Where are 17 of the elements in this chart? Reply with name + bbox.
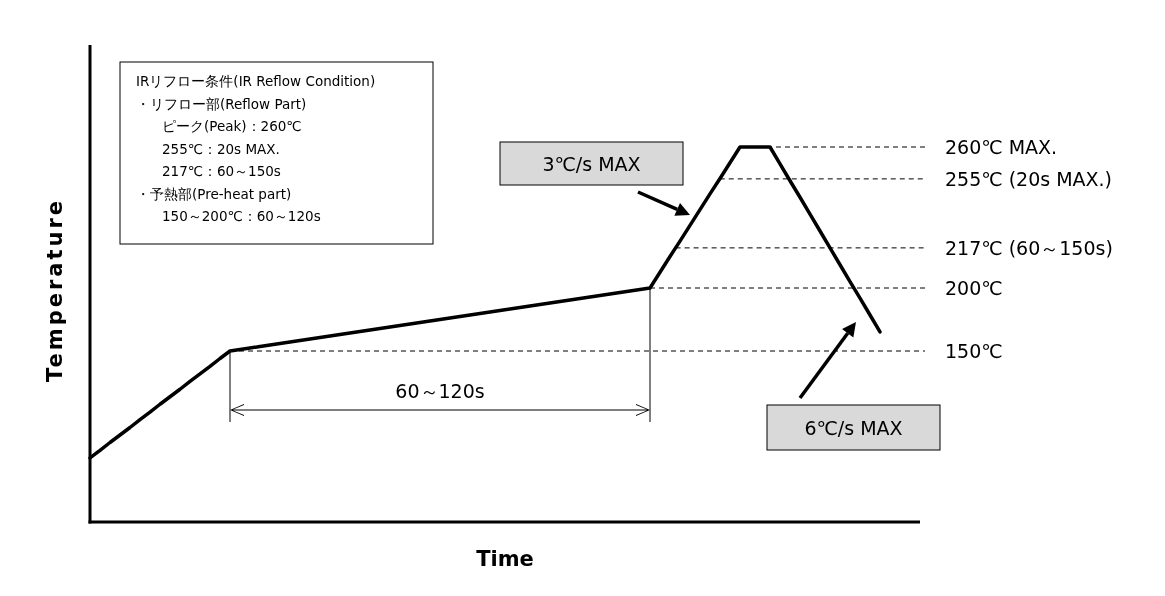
- x-axis-title: Time: [476, 547, 534, 571]
- text: IRリフロー条件(IR Reflow Condition): [136, 73, 376, 89]
- text: ピーク(Peak)：260℃: [162, 118, 302, 134]
- annotation: 150～200℃：60～120s: [162, 208, 321, 224]
- annotation: ・予熱部(Pre-heat part): [136, 185, 292, 202]
- ref-line-label: 255℃ (20s MAX.): [945, 167, 1113, 190]
- annotation: 255℃：20s MAX.: [162, 140, 280, 157]
- y-axis-title: Temperature: [43, 197, 67, 383]
- annotation: 6℃/s MAX: [804, 416, 903, 439]
- ref-line-label: 200℃: [945, 277, 1003, 299]
- annotation: 3℃/s MAX: [542, 152, 641, 175]
- ref-line-label: 150℃: [945, 340, 1003, 362]
- annotation: 217℃：60～150s: [162, 163, 281, 179]
- ref-line-label: 260℃ MAX.: [945, 136, 1058, 158]
- annotation: 60～120s: [395, 380, 485, 402]
- ref-line-label: 217℃ (60～150s): [945, 236, 1113, 259]
- text: ・リフロー部(Reflow Part): [136, 95, 307, 112]
